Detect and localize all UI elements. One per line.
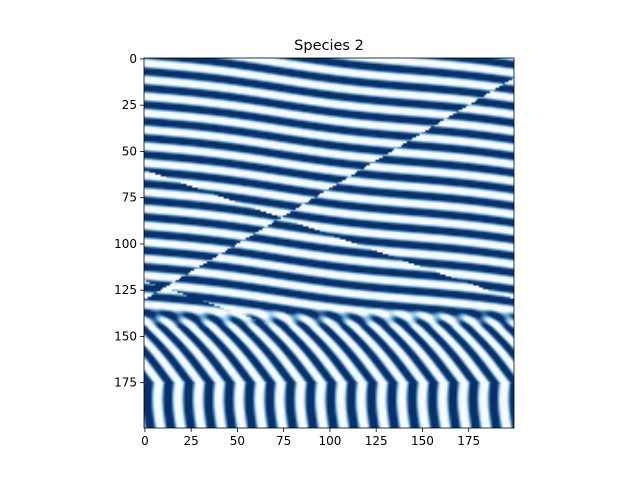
x-tick-label: 100 <box>318 434 341 448</box>
y-tick-label: 50 <box>122 144 137 158</box>
y-tick-label: 125 <box>114 283 137 297</box>
x-tick-label: 50 <box>230 434 245 448</box>
y-axis: 0 25 50 75 100 125 150 175 <box>114 52 144 390</box>
x-tick-label: 25 <box>184 434 199 448</box>
chart-title: Species 2 <box>294 38 364 54</box>
y-tick-label: 150 <box>114 329 137 343</box>
x-axis: 0 25 50 75 100 125 150 175 <box>141 428 480 448</box>
y-tick-label: 100 <box>114 237 137 251</box>
x-tick-label: 175 <box>457 434 480 448</box>
heatmap-image <box>144 58 514 428</box>
heatmap-canvas <box>144 58 514 428</box>
y-tick-label: 175 <box>114 376 137 390</box>
x-tick-label: 0 <box>141 434 149 448</box>
x-tick-label: 75 <box>276 434 291 448</box>
x-tick-label: 150 <box>411 434 434 448</box>
y-tick-label: 75 <box>122 191 137 205</box>
y-tick-label: 25 <box>122 98 137 112</box>
x-tick-label: 125 <box>365 434 388 448</box>
y-tick-label: 0 <box>129 52 137 66</box>
plot-frame <box>143 57 515 429</box>
